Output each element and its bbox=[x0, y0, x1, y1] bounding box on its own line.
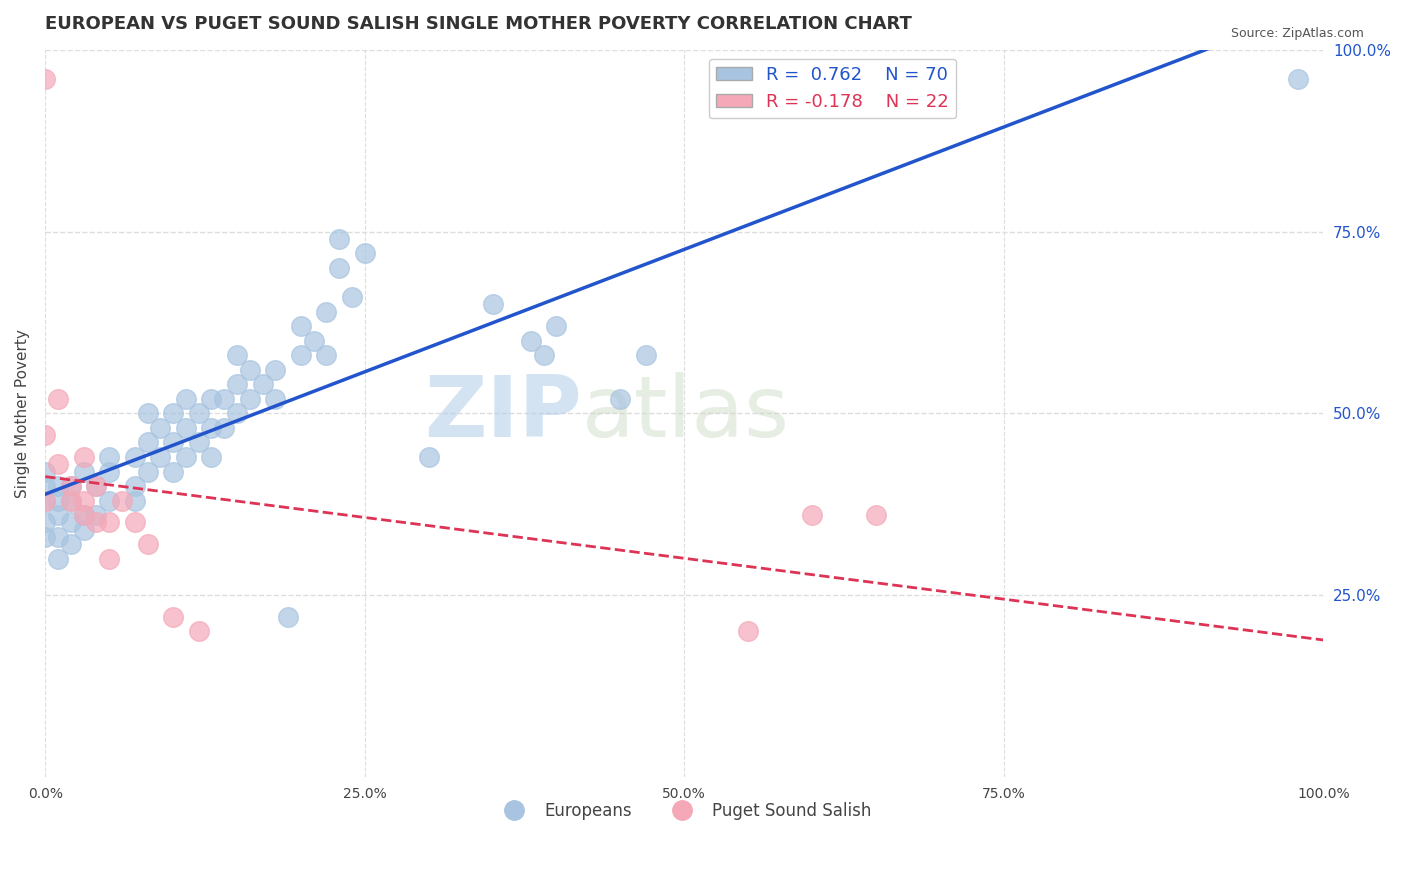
Point bbox=[200, 450, 222, 464]
Point bbox=[59, 516, 82, 530]
Point bbox=[86, 479, 108, 493]
Point bbox=[46, 493, 69, 508]
Point bbox=[98, 516, 121, 530]
Point bbox=[124, 493, 146, 508]
Point bbox=[149, 450, 172, 464]
Point bbox=[98, 450, 121, 464]
Point bbox=[124, 450, 146, 464]
Point bbox=[59, 493, 82, 508]
Point bbox=[136, 406, 159, 420]
Point bbox=[533, 348, 555, 362]
Point bbox=[34, 479, 56, 493]
Point bbox=[277, 610, 299, 624]
Point bbox=[162, 435, 184, 450]
Point bbox=[290, 319, 312, 334]
Point bbox=[72, 508, 94, 523]
Point bbox=[98, 551, 121, 566]
Point bbox=[98, 493, 121, 508]
Point bbox=[212, 392, 235, 406]
Point bbox=[34, 530, 56, 544]
Point bbox=[315, 348, 337, 362]
Point bbox=[46, 457, 69, 471]
Point bbox=[212, 421, 235, 435]
Point bbox=[59, 479, 82, 493]
Text: Source: ZipAtlas.com: Source: ZipAtlas.com bbox=[1230, 27, 1364, 40]
Point bbox=[315, 304, 337, 318]
Point bbox=[124, 479, 146, 493]
Point bbox=[328, 260, 350, 275]
Point bbox=[86, 508, 108, 523]
Point bbox=[353, 246, 375, 260]
Point bbox=[111, 493, 134, 508]
Point bbox=[34, 428, 56, 442]
Point bbox=[174, 421, 197, 435]
Point bbox=[72, 465, 94, 479]
Point bbox=[46, 392, 69, 406]
Point bbox=[34, 516, 56, 530]
Point bbox=[72, 523, 94, 537]
Point bbox=[239, 362, 262, 376]
Point bbox=[239, 392, 262, 406]
Point bbox=[162, 406, 184, 420]
Point bbox=[59, 479, 82, 493]
Point bbox=[520, 334, 543, 348]
Point bbox=[86, 479, 108, 493]
Point bbox=[72, 508, 94, 523]
Point bbox=[634, 348, 657, 362]
Point bbox=[149, 421, 172, 435]
Point bbox=[174, 392, 197, 406]
Point bbox=[34, 465, 56, 479]
Point bbox=[187, 406, 209, 420]
Point bbox=[865, 508, 887, 523]
Point bbox=[136, 537, 159, 551]
Legend: Europeans, Puget Sound Salish: Europeans, Puget Sound Salish bbox=[491, 796, 877, 827]
Point bbox=[174, 450, 197, 464]
Point bbox=[340, 290, 363, 304]
Point bbox=[187, 624, 209, 639]
Point bbox=[136, 465, 159, 479]
Point bbox=[801, 508, 824, 523]
Point bbox=[546, 319, 568, 334]
Point bbox=[226, 348, 249, 362]
Text: EUROPEAN VS PUGET SOUND SALISH SINGLE MOTHER POVERTY CORRELATION CHART: EUROPEAN VS PUGET SOUND SALISH SINGLE MO… bbox=[45, 15, 912, 33]
Point bbox=[264, 392, 287, 406]
Point bbox=[609, 392, 631, 406]
Point bbox=[34, 493, 56, 508]
Point bbox=[264, 362, 287, 376]
Point bbox=[46, 508, 69, 523]
Point bbox=[226, 377, 249, 392]
Point bbox=[1286, 71, 1309, 86]
Point bbox=[226, 406, 249, 420]
Point bbox=[418, 450, 440, 464]
Point bbox=[59, 537, 82, 551]
Point bbox=[98, 465, 121, 479]
Point bbox=[34, 71, 56, 86]
Point bbox=[302, 334, 325, 348]
Point bbox=[162, 610, 184, 624]
Point bbox=[46, 530, 69, 544]
Y-axis label: Single Mother Poverty: Single Mother Poverty bbox=[15, 329, 30, 498]
Point bbox=[200, 392, 222, 406]
Point bbox=[136, 435, 159, 450]
Point bbox=[72, 450, 94, 464]
Text: atlas: atlas bbox=[582, 372, 790, 455]
Point bbox=[328, 232, 350, 246]
Point bbox=[59, 493, 82, 508]
Point bbox=[481, 297, 503, 311]
Point bbox=[162, 465, 184, 479]
Point bbox=[72, 493, 94, 508]
Point bbox=[737, 624, 759, 639]
Point bbox=[34, 493, 56, 508]
Point bbox=[290, 348, 312, 362]
Point bbox=[124, 516, 146, 530]
Point bbox=[187, 435, 209, 450]
Point bbox=[801, 79, 824, 94]
Point bbox=[86, 516, 108, 530]
Point bbox=[252, 377, 274, 392]
Text: ZIP: ZIP bbox=[425, 372, 582, 455]
Point bbox=[46, 479, 69, 493]
Point bbox=[200, 421, 222, 435]
Point bbox=[46, 551, 69, 566]
